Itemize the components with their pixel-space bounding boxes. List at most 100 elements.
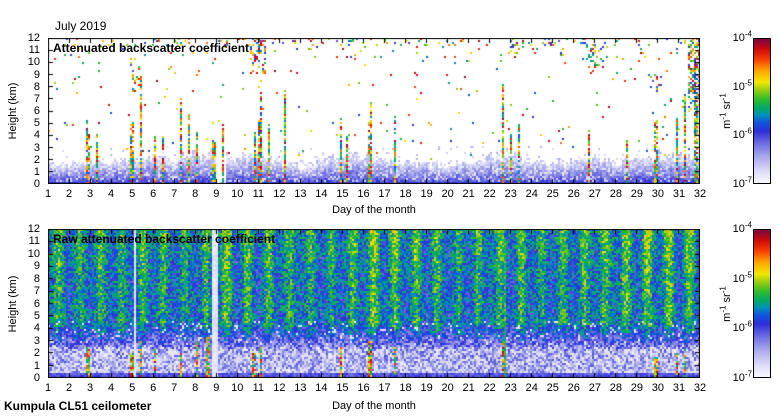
x-tick-label: 30 (651, 382, 665, 394)
x-tick-label: 6 (150, 382, 157, 394)
x-tick-label: 6 (150, 188, 157, 200)
colorbar-tick-label: 10-5 (732, 270, 752, 285)
y-tick-label: 12 (27, 223, 40, 235)
x-tick-label: 18 (399, 188, 412, 200)
x-tick-label: 19 (420, 188, 433, 200)
x-axis-tick-labels: 1 2 3 4 5 6 7 8 9 10 11 12 13 14 15 16 17 18 19 20 21 22 23 24 2… (44, 188, 706, 201)
y-tick-label: 9 (33, 260, 40, 273)
x-tick-label: 21 (462, 382, 475, 394)
y-tick-label: 10 (27, 56, 40, 69)
x-axis-title: Day of the month (332, 204, 416, 216)
x-tick-label: 8 (192, 188, 199, 200)
y-tick-label: 2 (33, 347, 40, 360)
instrument-label: Kumpula CL51 ceilometer (4, 399, 152, 413)
raw-backscatter-heatmap (48, 229, 700, 378)
x-tick-label: 1 (44, 382, 52, 394)
x-axis-tick-labels: 1 2 3 4 5 6 7 8 9 10 11 12 13 14 15 16 17 18 19 20 21 22 23 24 2… (44, 382, 706, 395)
x-tick-label: 5 (129, 382, 136, 394)
x-tick-label: 17 (378, 188, 391, 200)
x-tick-label: 1 (44, 188, 52, 200)
colorbar-tick-label: 10-4 (732, 29, 752, 44)
x-tick-label: 2 (65, 188, 73, 200)
y-tick-label: 0 (33, 178, 40, 190)
x-tick-label: 22 (483, 382, 496, 394)
x-tick-label: 3 (87, 188, 94, 200)
x-tick-label: 31 (672, 188, 686, 200)
y-axis-tick-labels: 0 1 2 3 4 5 6 7 8 9 10 11 12 (0, 32, 44, 190)
x-tick-label: 28 (609, 188, 622, 200)
x-tick-label: 4 (108, 188, 115, 200)
colorbar-tick-label: 10-4 (732, 220, 752, 235)
y-axis-tick-labels: 0 1 2 3 4 5 6 7 8 9 10 11 12 (0, 223, 44, 384)
x-tick-label: 10 (231, 382, 244, 394)
x-tick-label: 10 (231, 188, 244, 200)
x-tick-label: 31 (672, 382, 686, 394)
colorbar-tick-labels: 10-4 10-5 10-6 10-7 (690, 221, 752, 384)
x-tick-label: 16 (357, 382, 370, 394)
x-tick-label: 7 (171, 188, 178, 200)
x-tick-label: 20 (441, 382, 454, 394)
x-tick-label: 13 (294, 188, 307, 200)
attenuated-backscatter-heatmap (48, 38, 700, 184)
y-tick-label: 1 (33, 359, 40, 372)
x-tick-label: 27 (588, 188, 601, 200)
x-tick-label: 24 (525, 382, 538, 394)
y-tick-label: 0 (33, 372, 40, 384)
colorbar-unit-label: m-1 sr-1 (718, 285, 733, 322)
x-tick-label: 29 (630, 188, 644, 200)
x-tick-label: 17 (378, 382, 391, 394)
x-tick-label: 3 (87, 382, 94, 394)
x-tick-label: 32 (693, 382, 707, 394)
x-tick-label: 23 (504, 188, 517, 200)
colorbar-tick-label: 10-7 (732, 175, 752, 190)
y-tick-label: 11 (28, 235, 40, 248)
x-tick-label: 7 (171, 382, 178, 394)
x-tick-label: 19 (420, 382, 433, 394)
raw-backscatter-panel: Raw attenuated backscatter coefficient (48, 229, 700, 378)
x-tick-label: 22 (483, 188, 496, 200)
colorbar-unit-label: m-1 sr-1 (718, 93, 733, 129)
x-tick-label: 15 (336, 382, 349, 394)
figure-title: July 2019 (55, 19, 107, 33)
y-tick-label: 7 (33, 92, 40, 105)
x-tick-label: 2 (65, 382, 73, 394)
x-tick-label: 28 (609, 382, 622, 394)
colorbar (753, 229, 771, 378)
x-tick-label: 11 (252, 382, 265, 394)
x-tick-label: 15 (336, 188, 349, 200)
y-axis-title: Height (km) (7, 82, 19, 140)
x-tick-label: 9 (213, 382, 220, 394)
panel-title: Attenuated backscatter coefficient (53, 41, 250, 55)
colorbar-tick-label: 10-7 (732, 369, 752, 384)
y-tick-label: 5 (33, 309, 40, 322)
x-tick-label: 5 (129, 188, 136, 200)
x-axis-title: Day of the month (332, 400, 416, 412)
x-tick-label: 25 (546, 382, 559, 394)
x-tick-label: 27 (588, 382, 601, 394)
x-tick-label: 26 (567, 382, 580, 394)
colorbar-tick-label: 10-6 (732, 126, 752, 142)
x-tick-label: 4 (108, 382, 115, 394)
x-tick-label: 12 (273, 188, 286, 200)
y-tick-label: 2 (33, 153, 40, 166)
x-tick-label: 14 (315, 188, 328, 200)
y-axis-title: Height (km) (7, 275, 19, 332)
y-tick-label: 10 (27, 247, 40, 260)
x-tick-label: 26 (567, 188, 580, 200)
x-tick-label: 20 (441, 188, 454, 200)
x-tick-label: 29 (630, 382, 644, 394)
colorbar-tick-label: 10-6 (732, 319, 752, 335)
y-tick-label: 12 (27, 32, 40, 44)
x-tick-label: 14 (315, 382, 328, 394)
y-tick-label: 5 (33, 117, 40, 130)
panel-title: Raw attenuated backscatter coefficient (53, 232, 276, 246)
x-tick-label: 25 (546, 188, 559, 200)
y-tick-label: 4 (33, 322, 40, 335)
x-tick-label: 16 (357, 188, 370, 200)
x-tick-label: 9 (213, 188, 220, 200)
colorbar-tick-label: 10-5 (732, 78, 752, 93)
y-tick-label: 7 (33, 285, 40, 298)
x-tick-label: 24 (525, 188, 538, 200)
x-tick-label: 18 (399, 382, 412, 394)
